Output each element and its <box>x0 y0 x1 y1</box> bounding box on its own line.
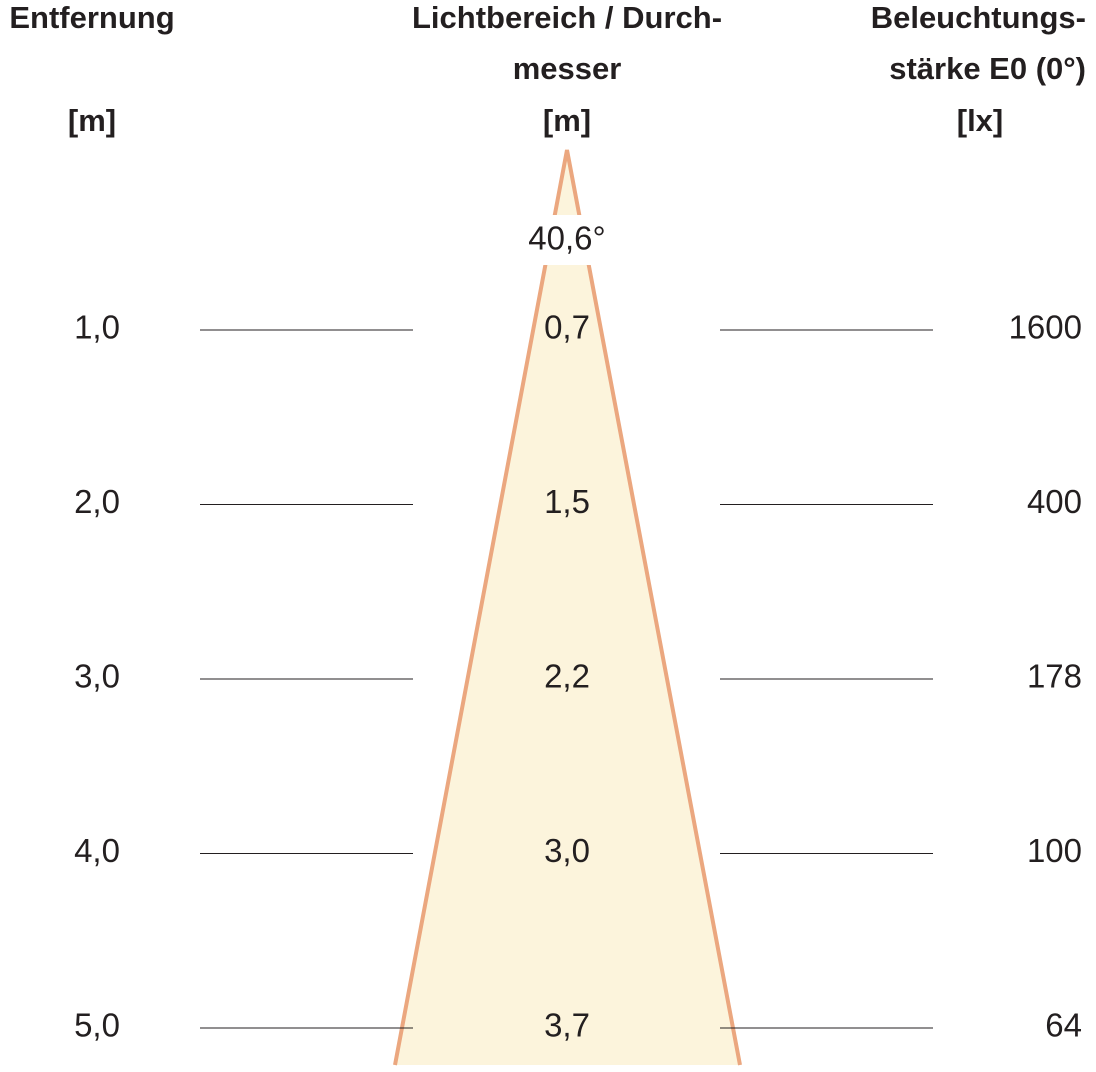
distance: 4,0 <box>74 832 120 869</box>
illuminance: 1600 <box>1009 309 1082 346</box>
illuminance: 400 <box>1027 483 1082 520</box>
illuminance: 100 <box>1027 832 1082 869</box>
header-distance-unit: [m] <box>68 103 116 138</box>
diameter: 3,0 <box>544 832 590 869</box>
header-illuminance-unit: [lx] <box>957 103 1004 138</box>
beam-angle: 40,6° <box>528 220 605 257</box>
diameter: 0,7 <box>544 309 590 346</box>
distance: 1,0 <box>74 309 120 346</box>
diameter: 3,7 <box>544 1007 590 1044</box>
diameter: 2,2 <box>544 658 590 695</box>
header-diameter: messer <box>513 51 622 86</box>
header-distance: Entfernung <box>9 0 174 35</box>
header-illuminance: stärke E0 (0°) <box>889 51 1086 86</box>
distance: 3,0 <box>74 658 120 695</box>
illuminance: 64 <box>1045 1007 1082 1044</box>
cone-outline <box>393 149 742 1066</box>
header-diameter-unit: [m] <box>543 103 591 138</box>
light-cone <box>395 150 740 1065</box>
angle-label-bg <box>505 215 629 265</box>
header-diameter: Lichtbereich / Durch- <box>412 0 722 35</box>
diameter: 1,5 <box>544 483 590 520</box>
header-illuminance: Beleuchtungs- <box>871 0 1086 35</box>
distance: 2,0 <box>74 483 120 520</box>
illuminance: 178 <box>1027 658 1082 695</box>
distance: 5,0 <box>74 1007 120 1044</box>
